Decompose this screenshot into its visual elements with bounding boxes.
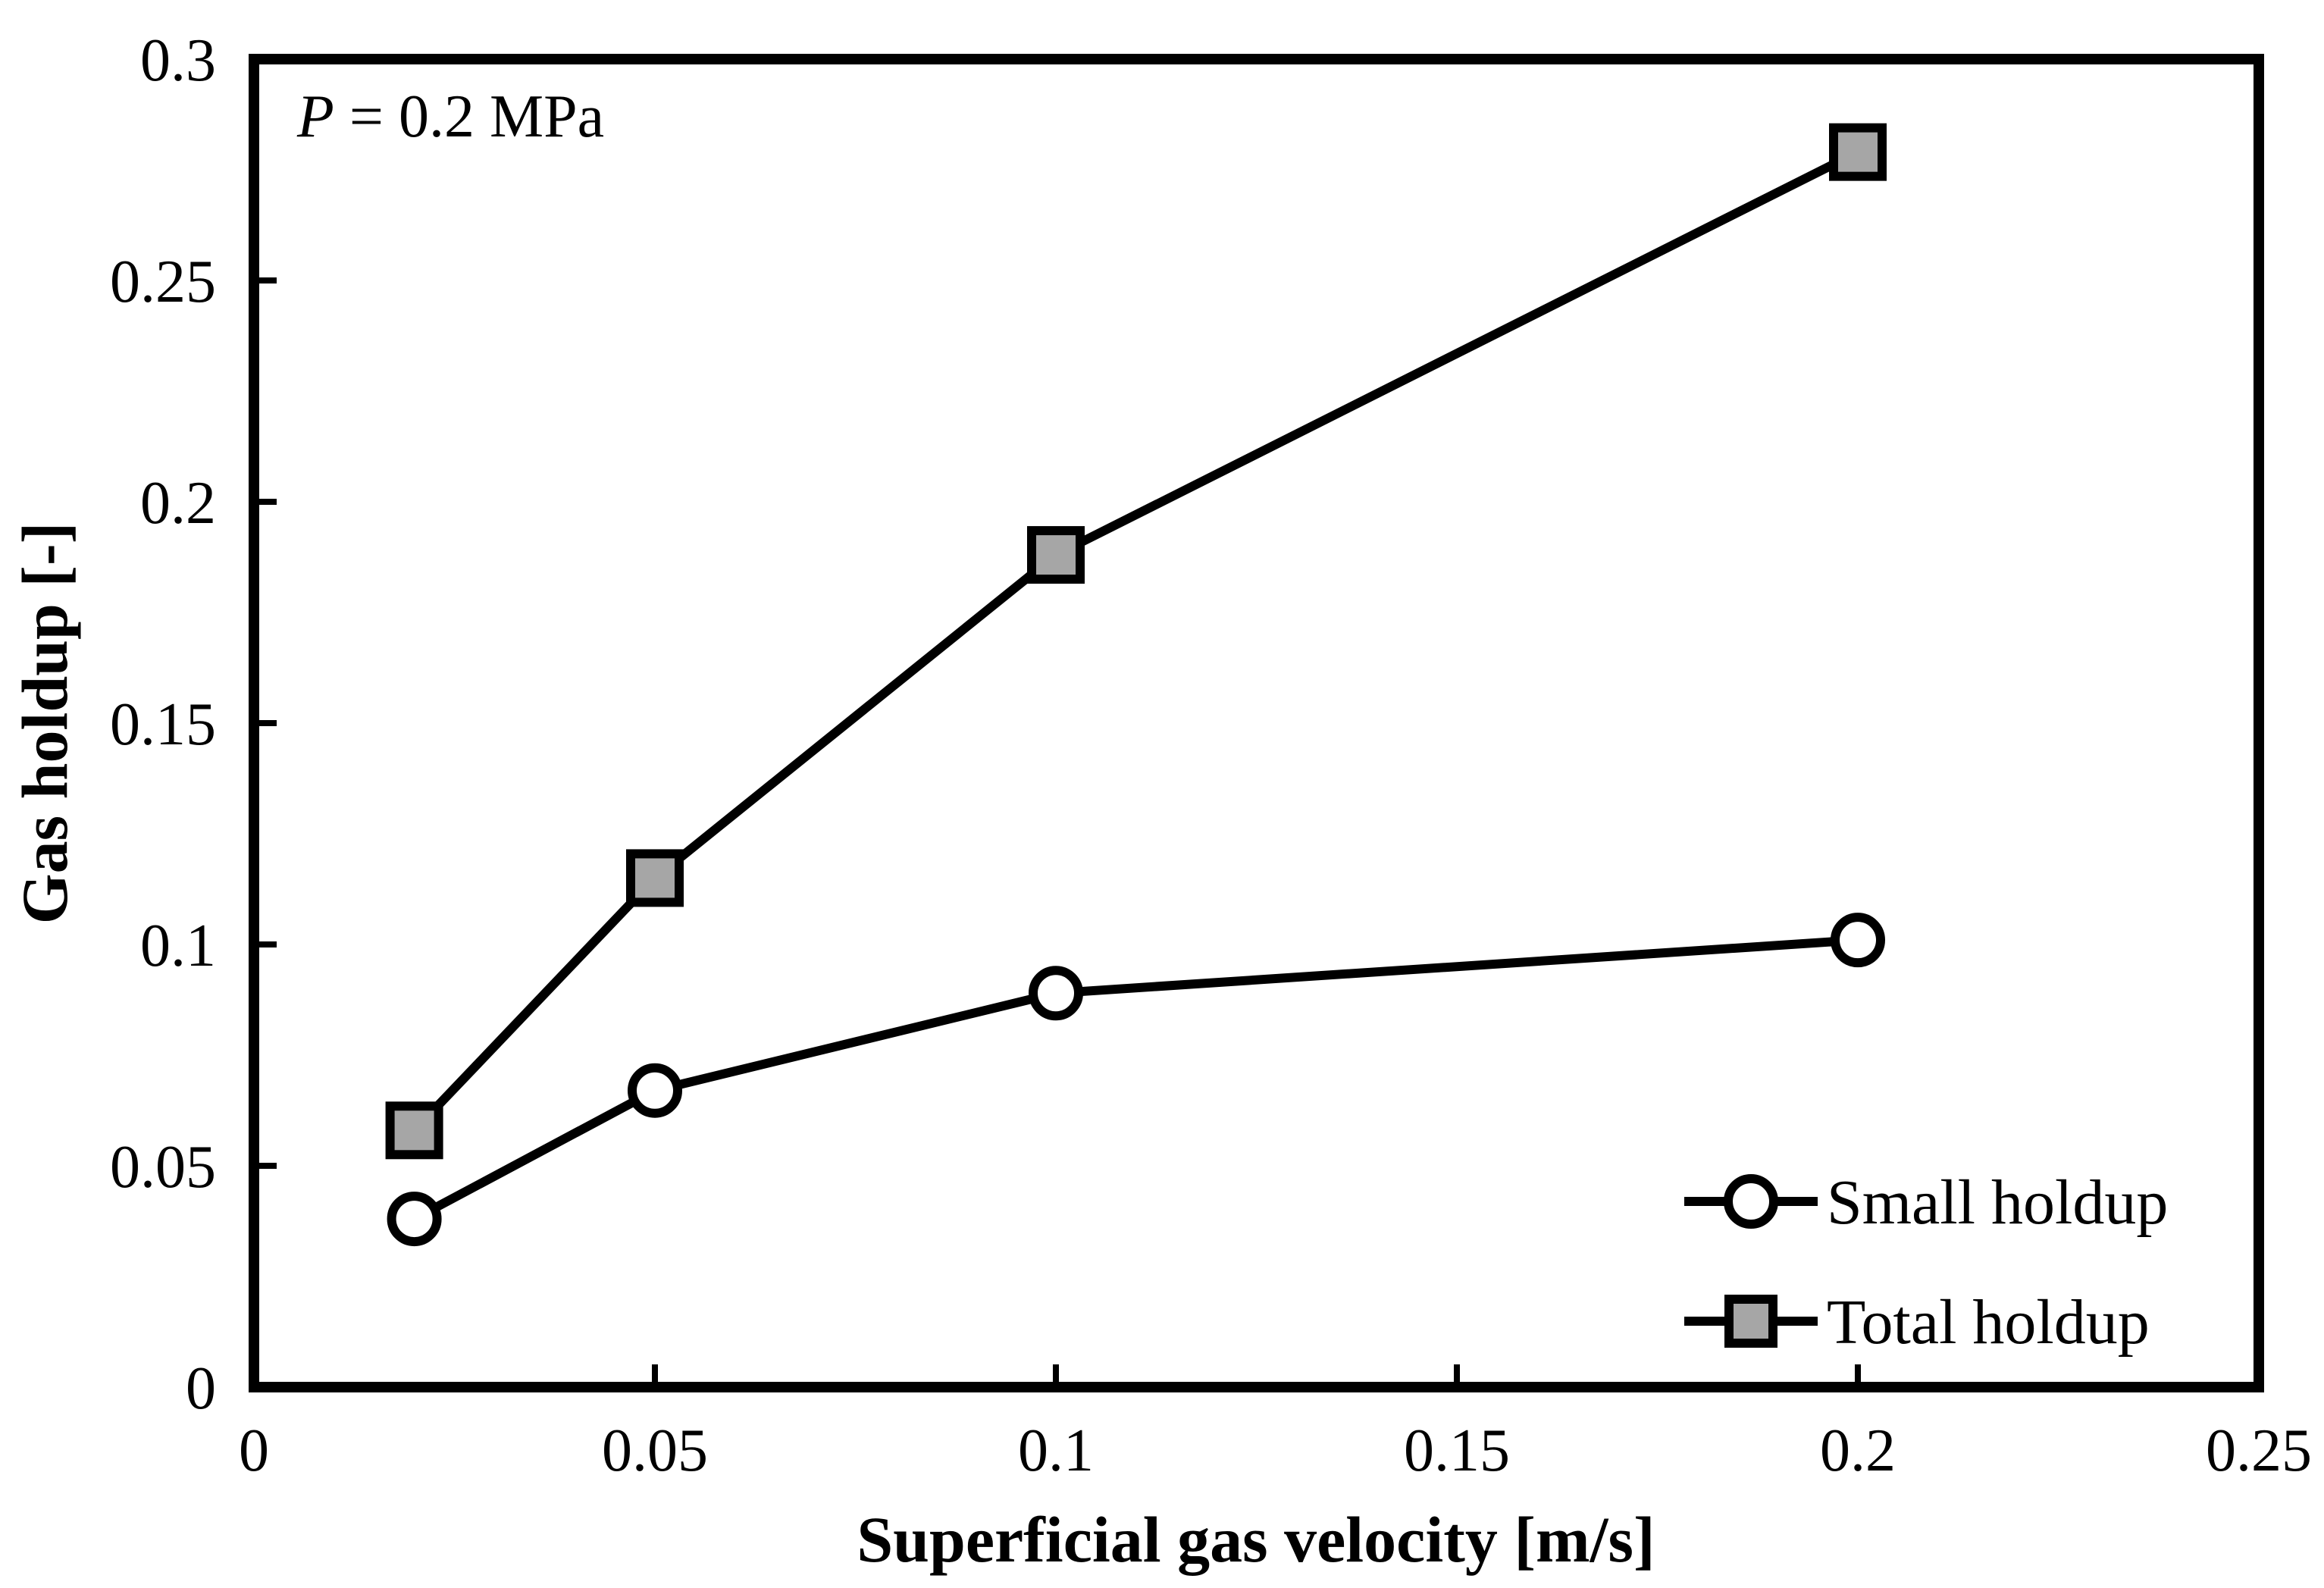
data-point-total-holdup <box>1829 123 1887 181</box>
annotation-value: = 0.2 MPa <box>334 83 604 150</box>
data-point-small-holdup <box>387 1192 442 1247</box>
y-axis-tick-labels: 0 0.05 0.1 0.15 0.2 0.25 0.3 <box>110 27 216 1422</box>
y-axis-ticks <box>254 277 277 1169</box>
data-point-small-holdup <box>628 1063 682 1118</box>
x-axis-title: Superficial gas velocity [m/s] <box>857 1503 1655 1576</box>
y-tick-label: 0.2 <box>140 470 216 537</box>
x-tick-label: 0.05 <box>602 1417 708 1484</box>
data-point-small-holdup <box>1029 966 1083 1021</box>
series-line-small-holdup <box>412 935 1859 1223</box>
y-tick-label: 0.05 <box>110 1134 216 1201</box>
x-tick-label: 0.2 <box>1820 1417 1896 1484</box>
legend-marker-small-holdup <box>1724 1174 1778 1229</box>
y-tick-label: 0.1 <box>140 913 216 979</box>
legend: Small holdup Total holdup <box>1684 1167 2168 1358</box>
x-axis-tick-labels: 0 0.05 0.1 0.15 0.2 0.25 <box>239 1417 2312 1484</box>
annotation-variable: P <box>296 83 334 150</box>
x-tick-label: 0.25 <box>2206 1417 2312 1484</box>
y-tick-label: 0.3 <box>140 27 216 94</box>
y-axis-title: Gas holdup [-] <box>8 522 81 925</box>
x-tick-label: 0.15 <box>1404 1417 1510 1484</box>
data-point-total-holdup <box>1027 526 1085 584</box>
x-axis-ticks <box>652 1364 1861 1387</box>
y-tick-label: 0.25 <box>110 249 216 315</box>
annotation-pressure: P = 0.2 MPa <box>296 83 604 150</box>
y-tick-label: 0.15 <box>110 691 216 758</box>
legend-marker-total-holdup <box>1724 1295 1777 1348</box>
legend-label-small-holdup: Small holdup <box>1827 1167 2168 1238</box>
data-point-total-holdup <box>385 1101 443 1160</box>
series-line-total-holdup <box>411 148 1860 1134</box>
x-tick-label: 0.1 <box>1018 1417 1094 1484</box>
legend-label-total-holdup: Total holdup <box>1827 1287 2150 1358</box>
series-markers <box>385 123 1887 1247</box>
data-point-small-holdup <box>1831 913 1885 968</box>
series-lines <box>411 148 1860 1223</box>
x-tick-label: 0 <box>239 1417 269 1484</box>
y-tick-label: 0 <box>186 1355 216 1422</box>
plot-area-frame <box>249 54 2264 1392</box>
data-point-total-holdup <box>626 849 684 907</box>
